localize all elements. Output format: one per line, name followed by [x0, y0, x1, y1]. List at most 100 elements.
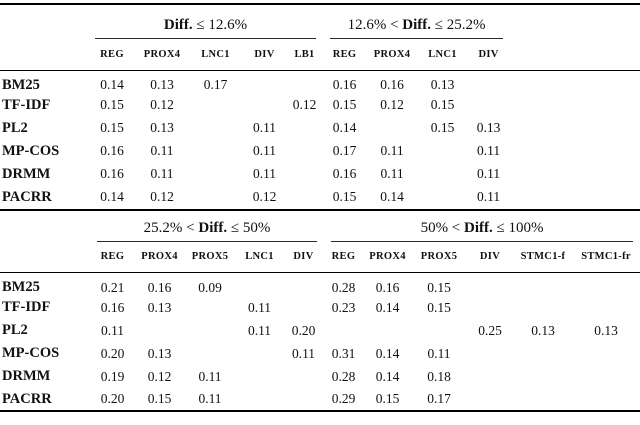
value-cell: [466, 273, 514, 297]
value-cell: [286, 186, 323, 209]
table-row: TF-IDF 0.16 0.13 0.11 0.23 0.14 0.15: [0, 296, 640, 319]
value-cell: 0.20: [100, 345, 125, 361]
value-cell: [572, 388, 640, 411]
value-cell: 0.09: [198, 279, 222, 295]
value-cell: 0.11: [476, 166, 501, 181]
upper-table: Diff. ≤ 12.6% 12.6% < Diff. ≤ 25.2% REG PRO…: [0, 3, 640, 209]
value-cell: [184, 342, 236, 365]
value-cell: 0.13: [150, 120, 174, 135]
group-title-suffix: ≤ 50%: [227, 219, 271, 236]
value-cell: 0.13: [430, 77, 455, 92]
value-cell: [236, 273, 283, 297]
value-cell: [286, 70, 323, 94]
corner-cell: [0, 242, 90, 273]
value-cell: 0.14: [380, 189, 404, 204]
column-header: PROX4: [143, 48, 181, 60]
value-cell: 0.16: [332, 77, 357, 92]
column-header: LNC1: [201, 48, 230, 60]
corner-cell: [0, 4, 88, 39]
value-cell: 0.29: [331, 391, 356, 406]
column-header: REG: [331, 251, 356, 263]
value-cell: [283, 388, 324, 411]
spacer-cell: [510, 4, 640, 39]
column-header: PROX5: [191, 251, 229, 263]
spacer-cell: [510, 39, 640, 70]
table-row: DRMM 0.19 0.12 0.11 0.28 0.14 0.18: [0, 365, 640, 388]
value-cell: 0.20: [100, 391, 125, 406]
value-cell: 0.11: [252, 166, 277, 181]
value-cell: [572, 342, 640, 365]
value-cell: 0.15: [427, 299, 451, 315]
value-cell: [363, 319, 412, 342]
table-row: PL2 0.15 0.13 0.11 0.14 0.15 0.13: [0, 117, 640, 140]
value-cell: 0.28: [331, 368, 356, 384]
table-row: PACRR 0.20 0.15 0.11 0.29 0.15 0.17: [0, 388, 640, 411]
value-cell: [466, 365, 514, 388]
value-cell: [243, 94, 286, 117]
value-cell: 0.14: [375, 368, 400, 384]
value-cell: 0.16: [380, 77, 404, 92]
corner-cell: [0, 210, 90, 242]
value-cell: 0.12: [147, 368, 172, 384]
row-label: PACRR: [2, 390, 52, 407]
row-label: PL2: [2, 119, 28, 136]
value-cell: 0.31: [331, 345, 356, 361]
value-cell: 0.11: [427, 345, 451, 361]
spacer-cell: [510, 70, 640, 94]
value-cell: 0.11: [252, 120, 277, 135]
value-cell: 0.11: [476, 189, 501, 204]
value-cell: [466, 296, 514, 319]
value-cell: 0.11: [100, 322, 125, 338]
value-cell: 0.17: [332, 143, 357, 158]
group-header: Diff. ≤ 12.6%: [88, 4, 323, 39]
value-cell: 0.11: [198, 368, 222, 384]
value-cell: 0.11: [198, 391, 222, 406]
value-cell: [514, 388, 572, 411]
value-cell: 0.16: [100, 299, 125, 315]
value-cell: 0.13: [150, 77, 174, 92]
group-title-prefix: 12.6% <: [347, 17, 403, 33]
row-label: MP-COS: [2, 345, 60, 361]
value-cell: [467, 94, 510, 117]
value-cell: [572, 365, 640, 388]
row-label: TF-IDF: [2, 299, 51, 315]
group-header: 50% < Diff. ≤ 100%: [324, 210, 640, 242]
value-cell: 0.12: [252, 189, 277, 204]
table-row: BM25 0.21 0.16 0.09 0.28 0.16 0.15: [0, 273, 640, 297]
value-cell: [188, 140, 243, 163]
value-cell: [283, 365, 324, 388]
value-cell: 0.16: [375, 279, 400, 295]
value-cell: 0.15: [100, 120, 124, 135]
value-cell: [418, 186, 467, 209]
value-cell: 0.11: [150, 143, 174, 158]
row-label: BM25: [2, 279, 40, 295]
spacer-cell: [510, 163, 640, 186]
value-cell: [236, 388, 283, 411]
value-cell: [572, 273, 640, 297]
value-cell: 0.13: [594, 322, 618, 338]
column-header: LB1: [294, 48, 315, 60]
group-header: 25.2% < Diff. ≤ 50%: [90, 210, 324, 242]
value-cell: 0.15: [430, 97, 455, 112]
group-title-suffix: ≤ 12.6%: [192, 17, 248, 33]
value-cell: 0.18: [427, 368, 451, 384]
column-header: REG: [100, 251, 125, 263]
value-cell: 0.12: [150, 189, 174, 204]
value-cell: [514, 342, 572, 365]
value-cell: 0.15: [375, 391, 400, 406]
table-row: DRMM 0.16 0.11 0.11 0.16 0.11 0.11: [0, 163, 640, 186]
value-cell: [466, 388, 514, 411]
value-cell: [466, 342, 514, 365]
value-cell: 0.13: [476, 120, 501, 135]
value-cell: [324, 319, 363, 342]
column-header: STMC1-fr: [581, 251, 631, 263]
value-cell: 0.13: [531, 322, 555, 338]
value-cell: [286, 117, 323, 140]
group-title: 50% < Diff. ≤ 100%: [331, 220, 634, 242]
value-cell: 0.14: [100, 77, 124, 92]
value-cell: [236, 342, 283, 365]
column-header: DIV: [478, 48, 499, 60]
column-header: DIV: [254, 48, 275, 60]
row-label: DRMM: [2, 165, 51, 182]
group-title: 12.6% < Diff. ≤ 25.2%: [330, 17, 504, 39]
